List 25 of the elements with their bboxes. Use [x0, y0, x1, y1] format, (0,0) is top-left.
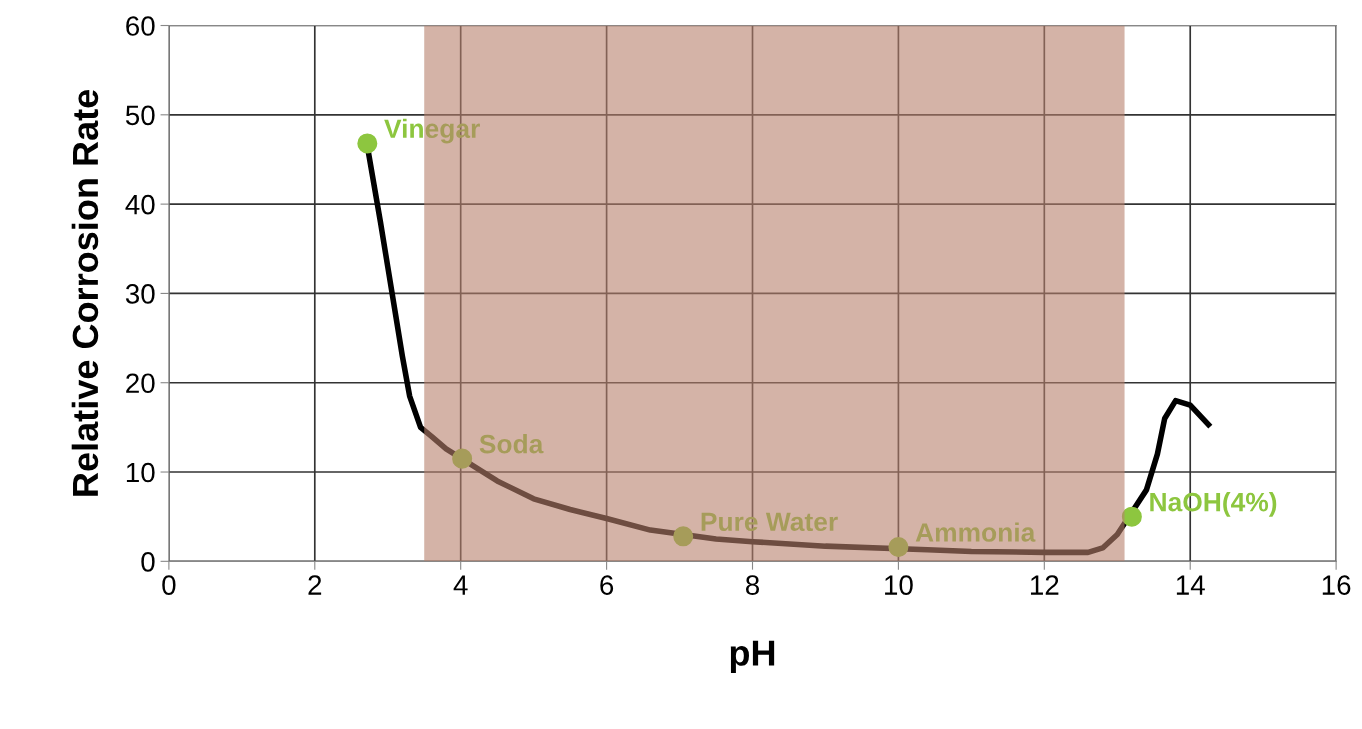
x-tick-label: 12 [1030, 575, 1059, 595]
y-tick-label: 20 [126, 373, 155, 394]
point [1121, 506, 1142, 527]
point [357, 133, 378, 154]
x-tick-label: 16 [1322, 575, 1351, 595]
y-tick-label: 50 [125, 105, 155, 126]
x-tick-label: 2 [308, 575, 322, 595]
annotation: Soda [479, 434, 544, 454]
point [452, 448, 473, 469]
y-tick-label: 60 [126, 16, 155, 36]
y-tick-label: 30 [125, 284, 155, 304]
point [673, 526, 694, 547]
x-axis-title: pH [730, 640, 775, 673]
x-tick-label: 10 [885, 575, 913, 595]
y-tick-label: 40 [125, 194, 155, 215]
x-tick-label: 0 [162, 575, 176, 595]
y-tick-label: 10 [126, 462, 155, 483]
y-tick-label: 0 [141, 552, 155, 572]
x-tick-label: 4 [453, 575, 468, 595]
x-tick-label: 14 [1176, 575, 1205, 595]
annotation: Ammonia [915, 522, 1036, 542]
x-tick-label: 8 [745, 575, 760, 595]
x-tick-label: 6 [600, 575, 614, 595]
y-axis-title: Relative Corrosion Rate [71, 89, 99, 496]
point [888, 537, 909, 558]
